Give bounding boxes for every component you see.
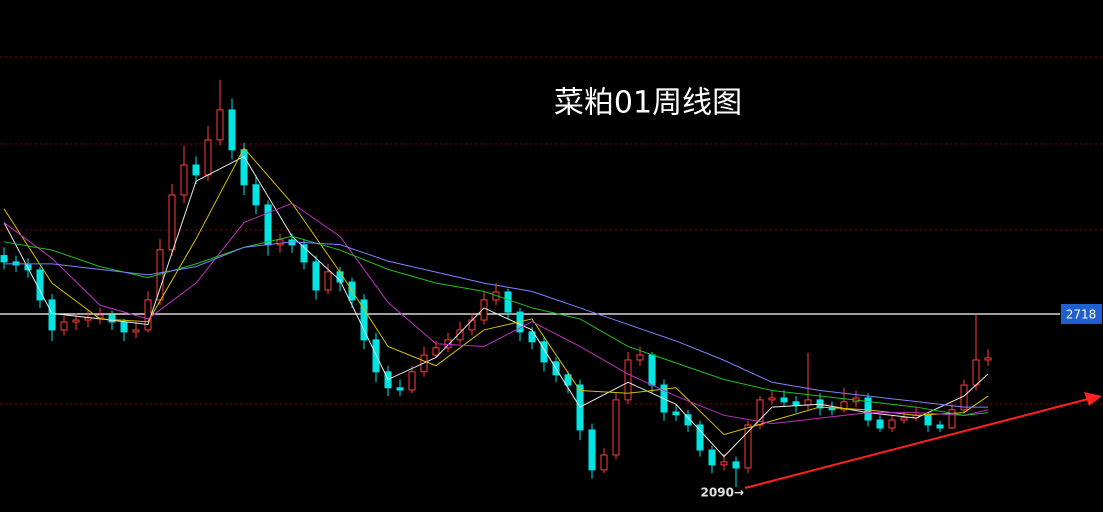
- trend-line: [744, 397, 1093, 489]
- candle-body: [696, 424, 704, 451]
- candle-body: [300, 244, 308, 263]
- candle-body: [240, 149, 248, 186]
- candle-body: [72, 319, 80, 323]
- candle-body: [120, 321, 128, 333]
- candle-body: [168, 194, 176, 251]
- trend-arrowhead: [1084, 392, 1102, 406]
- candle-body: [600, 454, 608, 471]
- candle-body: [276, 239, 284, 246]
- candle-body: [924, 414, 932, 426]
- candle-body: [900, 417, 908, 421]
- candle-body: [732, 461, 740, 469]
- candle-body: [864, 397, 872, 421]
- candle-body: [768, 397, 776, 401]
- candle-body: [252, 184, 260, 206]
- candle-body: [876, 419, 884, 429]
- candle-body: [312, 261, 320, 291]
- candle-body: [840, 401, 848, 411]
- candle-body: [984, 357, 992, 361]
- candle-body: [636, 354, 644, 361]
- candle-body: [324, 271, 332, 291]
- candle-body: [504, 291, 512, 313]
- candle-body: [708, 449, 716, 466]
- candle-body: [0, 255, 8, 263]
- candle-body: [60, 321, 68, 331]
- candle-body: [264, 204, 272, 246]
- candle-body: [204, 139, 212, 176]
- candle-body: [408, 371, 416, 391]
- candle-body: [48, 299, 56, 331]
- candle-body: [216, 109, 224, 141]
- candle-body: [888, 419, 896, 429]
- candle-body: [540, 341, 548, 363]
- candle-body: [468, 319, 476, 331]
- plot: 2718 2090→: [0, 79, 1102, 499]
- candle-body: [756, 399, 764, 426]
- candle-body: [672, 411, 680, 416]
- candle-body: [108, 314, 116, 323]
- candle-body: [144, 299, 152, 331]
- candle-body: [360, 299, 368, 341]
- candle-body: [192, 164, 200, 176]
- candle-body: [228, 109, 236, 151]
- candle-body: [180, 164, 188, 196]
- candle-body: [132, 329, 140, 333]
- candle-body: [396, 387, 404, 391]
- candle-body: [648, 354, 656, 386]
- candle-body: [804, 399, 812, 406]
- candle-body: [948, 409, 956, 429]
- candle-body: [744, 424, 752, 469]
- chart-title: 菜粕01周线图: [554, 86, 742, 121]
- candle-body: [792, 401, 800, 406]
- candle-body: [936, 424, 944, 429]
- candle-body: [456, 329, 464, 341]
- ma-line: [3, 147, 989, 436]
- level-label: 2718: [1066, 307, 1097, 321]
- candle-body: [612, 399, 620, 456]
- candle-body: [780, 397, 788, 403]
- candle-body: [588, 429, 596, 471]
- level-label-box: [1061, 303, 1102, 324]
- candle-body: [432, 347, 440, 356]
- candle-body: [684, 414, 692, 426]
- ma-line: [4, 241, 988, 408]
- candle-body: [720, 461, 728, 466]
- candle-body: [972, 359, 980, 386]
- candle-body: [564, 374, 572, 386]
- ma-line: [3, 202, 989, 425]
- low-marker: 2090→: [701, 485, 744, 499]
- candle-body: [624, 359, 632, 401]
- candle-body: [528, 331, 536, 343]
- candle-body: [480, 299, 488, 321]
